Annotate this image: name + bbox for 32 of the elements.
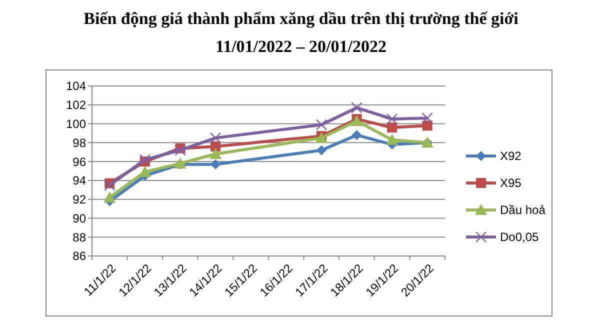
point [174,144,186,156]
point [104,180,116,191]
point [351,102,362,114]
point [386,113,398,125]
y-tick-label: 88 [72,230,86,244]
legend-label: Do0,05 [500,230,540,244]
y-tick-label: 100 [66,116,86,131]
y-tick-label: 86 [72,249,86,264]
y-tick-label: 92 [72,192,86,207]
point [316,145,326,156]
y-tick-label: 94 [72,174,86,188]
point [210,132,222,144]
point [422,120,432,131]
point [386,134,398,145]
point [422,112,433,124]
point [316,119,328,130]
legend-label: X92 [500,149,522,164]
point [210,148,222,159]
legend-label: Dầu hoả [500,203,546,218]
y-tick-label: 98 [72,136,86,150]
y-tick-label: 90 [72,211,86,226]
point [387,122,398,133]
point [352,130,362,140]
point [104,191,116,202]
y-tick-label: 102 [66,98,86,112]
chart-title: Biến động giá thành phẩm xăng dầu trên thị trường thế giới [84,9,519,28]
point [210,159,221,170]
y-tick-label: 96 [72,154,86,169]
chart-subtitle: 11/01/2022 – 20/01/2022 [216,37,386,56]
legend-label: X95 [500,176,522,190]
y-tick-label: 104 [66,79,86,94]
point [139,154,151,166]
